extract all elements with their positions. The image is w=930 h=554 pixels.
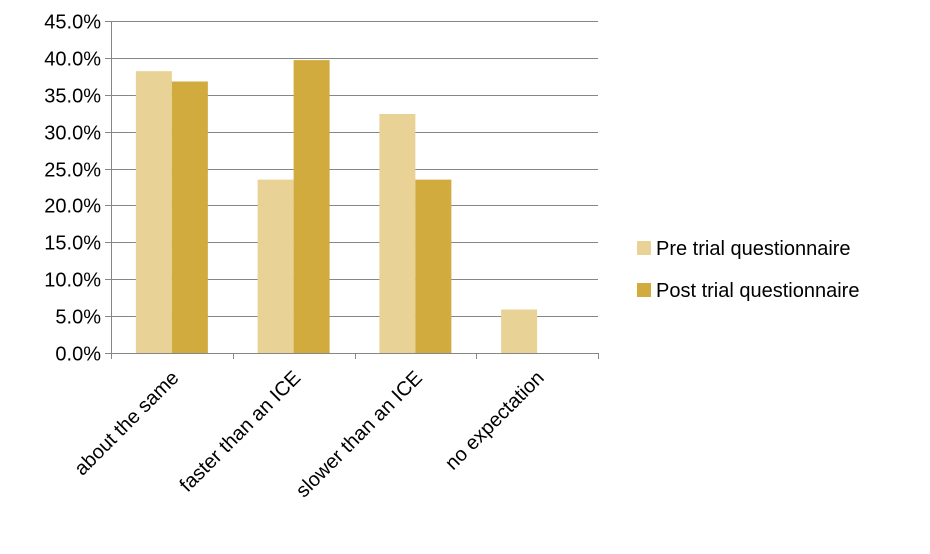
y-tick-label: 20.0% [44, 196, 101, 218]
bar-pre-trial-questionnaire-no-expectation [501, 309, 538, 353]
y-tick-label: 35.0% [44, 86, 101, 108]
legend: Pre trial questionnaire Post trial questi… [637, 238, 859, 302]
legend-label: Pre trial questionnaire [656, 238, 851, 260]
legend-swatch [637, 283, 651, 297]
bar-pre-trial-questionnaire-slower-than-an-ice [379, 113, 416, 354]
legend-label: Post trial questionnaire [656, 280, 859, 302]
bar-post-trial-questionnaire-about-the-same [171, 81, 208, 354]
legend-item-post-trial-questionnaire: Post trial questionnaire [637, 280, 859, 302]
x-tick-label: no expectation [441, 367, 549, 475]
y-tick-labels: 0.0% 5.0% 10.0% 15.0% 20.0% 25.0% 30.0% 35.0% 40… [44, 12, 101, 366]
bar-post-trial-questionnaire-slower-than-an-ice [415, 179, 452, 353]
legend-swatch [637, 241, 651, 255]
y-tick-label: 10.0% [44, 270, 101, 292]
x-tick-label: about the same [70, 367, 183, 480]
x-tick-label: faster than an ICE [176, 367, 306, 497]
bar-post-trial-questionnaire-faster-than-an-ice [293, 60, 330, 353]
x-tick-label: slower than an ICE [292, 367, 427, 502]
legend-item-pre-trial-questionnaire: Pre trial questionnaire [637, 238, 851, 260]
bar-pre-trial-questionnaire-faster-than-an-ice [257, 179, 294, 353]
y-tick-label: 15.0% [44, 233, 101, 255]
y-tick-label: 0.0% [55, 344, 101, 366]
y-tick-label: 30.0% [44, 123, 101, 145]
y-tick-label: 5.0% [55, 307, 101, 329]
y-tick-label: 40.0% [44, 49, 101, 71]
y-tick-label: 25.0% [44, 160, 101, 182]
y-tick-label: 45.0% [44, 12, 101, 34]
axes [105, 21, 599, 359]
bar-pre-trial-questionnaire-about-the-same [135, 71, 172, 354]
bars [135, 60, 538, 354]
